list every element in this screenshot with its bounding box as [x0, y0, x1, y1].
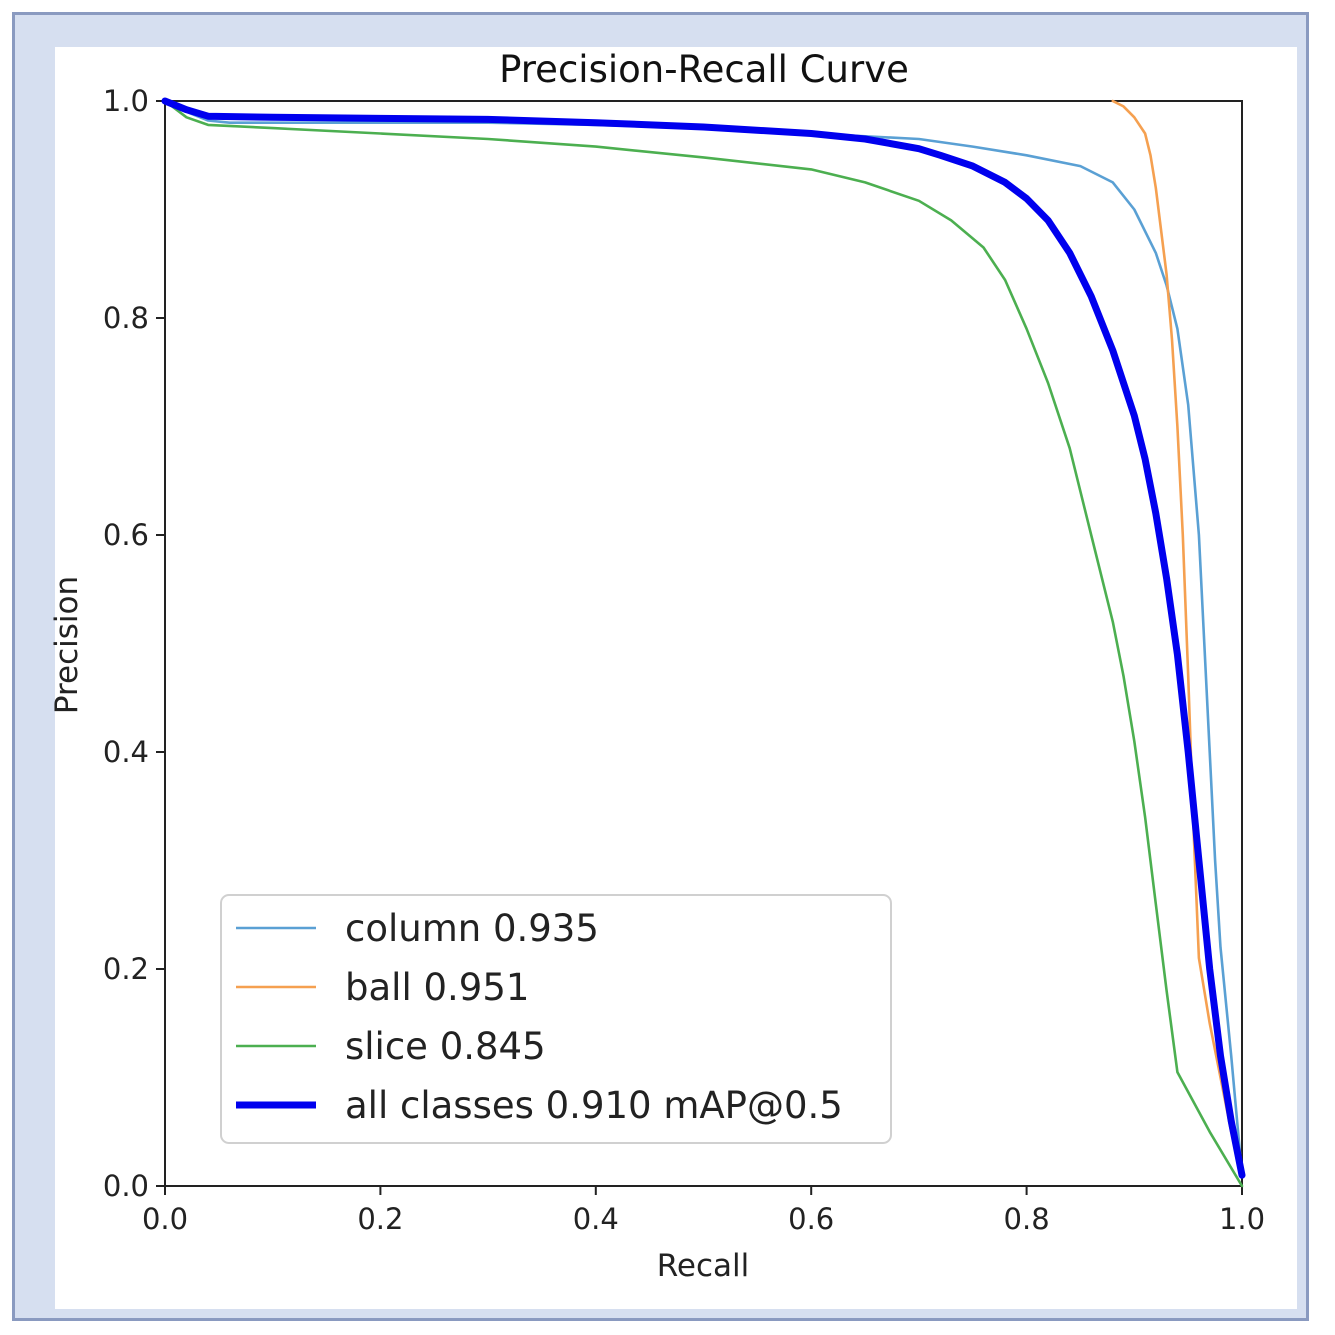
legend-label-3: all classes 0.910 mAP@0.5 — [345, 1084, 843, 1127]
series-lines — [161, 97, 1246, 1188]
x-axis-label: Recall — [657, 1248, 750, 1284]
x-tick-label: 0.6 — [788, 1202, 834, 1236]
y-tick-label: 0.8 — [103, 301, 149, 335]
legend-label-1: ball 0.951 — [345, 966, 529, 1009]
y-tick-label: 0.0 — [103, 1169, 149, 1203]
series-line-0 — [163, 99, 1244, 1177]
x-tick-label: 0.4 — [573, 1202, 619, 1236]
y-tick-label: 0.4 — [103, 735, 149, 769]
y-axis-label: Precision — [49, 576, 85, 714]
x-tick-label: 0.0 — [142, 1202, 188, 1236]
y-tick-label: 1.0 — [103, 84, 149, 118]
legend-label-0: column 0.935 — [345, 907, 599, 950]
chart-title: Precision-Recall Curve — [499, 48, 909, 91]
legend-box — [220, 894, 892, 1144]
legend: column 0.935 ball 0.951 slice 0.845 all cla… — [220, 894, 892, 1144]
x-axis: 0.0 0.2 0.4 0.6 0.8 1.0 — [142, 1186, 1265, 1236]
series-line-2 — [163, 99, 1244, 1188]
y-tick-label: 0.6 — [103, 518, 149, 552]
legend-label-2: slice 0.845 — [345, 1025, 546, 1068]
y-tick-label: 0.2 — [103, 952, 149, 986]
x-tick-label: 1.0 — [1219, 1202, 1265, 1236]
x-tick-label: 0.8 — [1004, 1202, 1050, 1236]
x-tick-label: 0.2 — [357, 1202, 403, 1236]
series-line-3 — [161, 97, 1246, 1179]
series-line-1 — [1111, 99, 1244, 1177]
y-axis: 0.0 0.2 0.4 0.6 0.8 1.0 — [103, 84, 165, 1203]
